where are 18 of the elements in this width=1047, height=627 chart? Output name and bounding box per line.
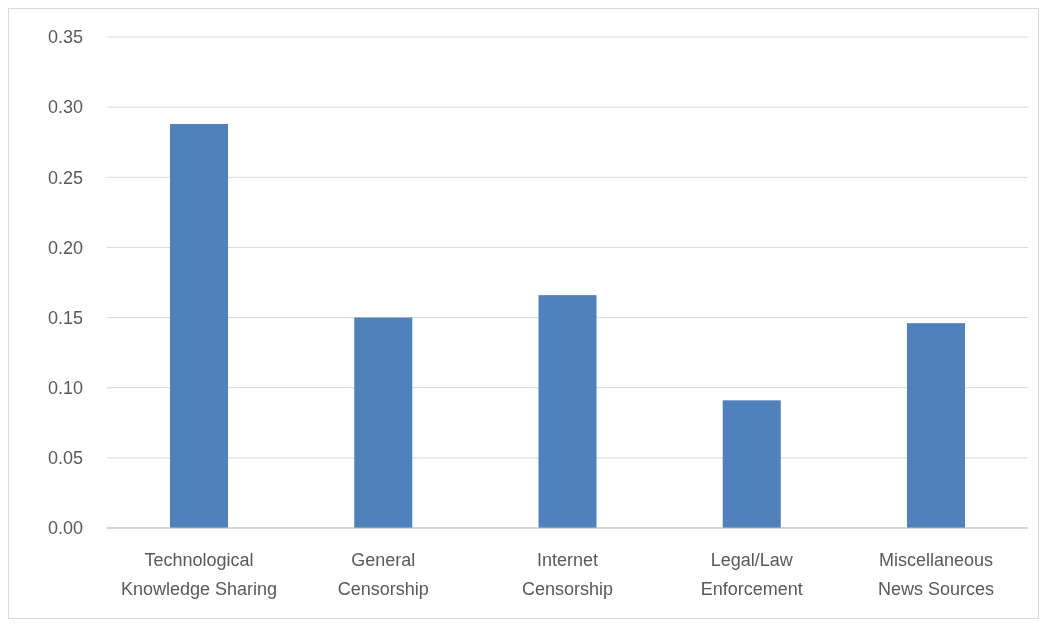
x-tick-label: Technological Knowledge Sharing bbox=[120, 550, 278, 599]
y-tick-label: 0.10 bbox=[47, 378, 83, 399]
y-tick-label: 0.25 bbox=[47, 167, 83, 188]
y-tick-label: 0.30 bbox=[47, 97, 83, 118]
bar bbox=[906, 323, 965, 528]
y-tick-label: 0.00 bbox=[47, 518, 83, 539]
y-tick-label: 0.20 bbox=[47, 237, 83, 258]
x-tick-label: Internet Censorship bbox=[521, 550, 614, 599]
bar bbox=[538, 295, 597, 528]
x-tick-label: Legal/Law Enforcement bbox=[700, 550, 803, 599]
x-tick-label: General Censorship bbox=[337, 550, 429, 599]
y-tick-label: 0.05 bbox=[47, 448, 83, 469]
y-tick-label: 0.15 bbox=[47, 307, 83, 328]
y-tick-label: 0.35 bbox=[47, 27, 83, 48]
bar bbox=[170, 123, 229, 528]
bar bbox=[354, 317, 413, 528]
x-tick-label: Miscellaneous News Sources bbox=[877, 550, 994, 599]
bar bbox=[722, 400, 781, 528]
